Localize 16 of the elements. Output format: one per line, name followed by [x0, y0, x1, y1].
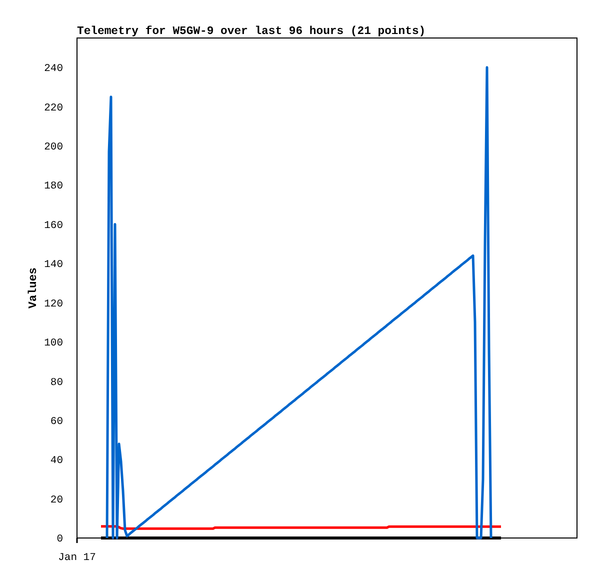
- y-tick-label: 0: [56, 534, 63, 546]
- y-tick-label: 120: [44, 298, 63, 310]
- y-tick-label: 20: [50, 494, 63, 506]
- y-tick-label: 200: [44, 142, 63, 154]
- y-tick-label: 220: [44, 102, 63, 114]
- y-axis-title: Values: [27, 267, 40, 309]
- y-tick-label: 160: [44, 220, 63, 232]
- y-tick-label: 60: [50, 416, 63, 428]
- y-tick-label: 40: [50, 455, 63, 468]
- y-tick-label: 140: [44, 259, 63, 272]
- x-tick-label: Jan 17: [58, 552, 96, 564]
- y-tick-label: 240: [44, 63, 63, 76]
- y-tick-label: 80: [50, 376, 63, 389]
- y-tick-label: 100: [44, 338, 63, 350]
- y-tick-label: 180: [44, 180, 63, 193]
- chart-title: Telemetry for W5GW-9 over last 96 hours (21 points): [77, 25, 426, 38]
